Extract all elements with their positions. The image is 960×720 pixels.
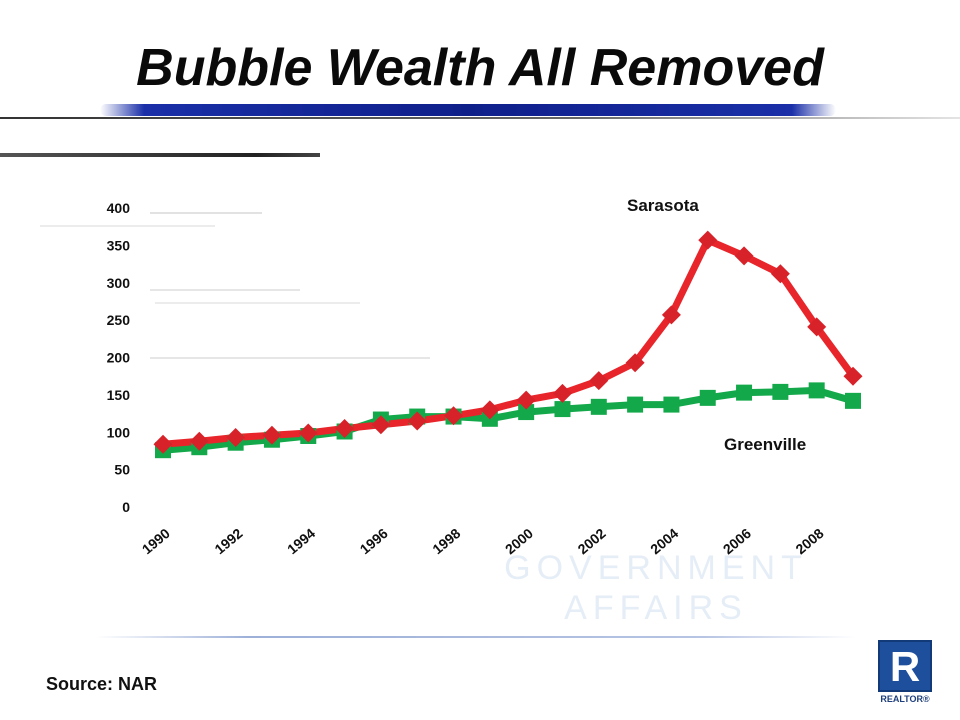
series-label-greenville: Greenville	[724, 435, 806, 454]
marker-greenville-2006	[736, 384, 753, 401]
title-underline-bar	[100, 104, 836, 116]
marker-sarasota-2007	[770, 264, 790, 284]
y-tick-label-350: 350	[107, 237, 131, 253]
marker-greenville-2002	[590, 398, 607, 415]
x-tick-label-1990: 1990	[139, 525, 173, 557]
marker-sarasota-1999	[480, 400, 500, 420]
top-divider-line	[0, 117, 960, 119]
x-tick-label-1996: 1996	[357, 525, 391, 557]
marker-sarasota-1990	[153, 434, 173, 454]
marker-greenville-2000	[518, 404, 535, 421]
series-label-sarasota: Sarasota	[627, 196, 699, 215]
marker-greenville-2004	[663, 396, 680, 413]
decorative-faint-lines	[40, 212, 430, 359]
marker-sarasota-2002	[589, 371, 609, 391]
marker-sarasota-1997	[407, 411, 427, 431]
marker-greenville-2005	[699, 389, 716, 406]
marker-sarasota-1998	[444, 406, 464, 426]
short-divider-line	[0, 153, 320, 157]
series-markers	[153, 230, 863, 459]
y-axis-ticks: 0 50 100 150 200 250 300 350 400	[107, 200, 131, 515]
realtor-logo-letter: R	[889, 643, 921, 690]
marker-sarasota-2005	[698, 230, 718, 250]
realtor-logo-text: REALTOR®	[880, 694, 930, 704]
x-tick-label-2000: 2000	[502, 525, 536, 557]
marker-sarasota-1993	[262, 425, 282, 445]
y-tick-label-100: 100	[107, 424, 131, 440]
marker-greenville-2008	[808, 382, 825, 399]
bottom-divider-line	[96, 636, 856, 638]
marker-sarasota-2009	[843, 366, 863, 386]
x-tick-label-1994: 1994	[284, 525, 318, 557]
slide-title: Bubble Wealth All Removed	[136, 39, 824, 97]
source-note: Source: NAR	[46, 674, 158, 694]
realtor-logo: R REALTOR®	[874, 640, 936, 706]
marker-greenville-2009	[845, 392, 861, 409]
y-tick-label-150: 150	[107, 387, 131, 403]
marker-sarasota-2008	[807, 317, 827, 337]
y-tick-label-0: 0	[122, 499, 130, 515]
marker-greenville-2007	[772, 383, 789, 400]
marker-sarasota-1994	[298, 423, 318, 443]
realtor-logo-box: R	[878, 640, 932, 692]
x-axis-ticks: 1990 1992 1994 1996 1998 2000 2002 2004 2006 2008	[139, 525, 827, 557]
x-tick-label-2002: 2002	[575, 525, 609, 557]
marker-sarasota-1995	[335, 419, 355, 439]
y-tick-label-200: 200	[107, 350, 131, 366]
x-tick-label-2008: 2008	[792, 525, 826, 557]
marker-sarasota-1996	[371, 415, 391, 435]
marker-sarasota-2001	[552, 383, 572, 403]
marker-greenville-2003	[627, 396, 644, 413]
government-affairs-watermark: GOVERNMENT AFFAIRS	[486, 548, 826, 628]
marker-sarasota-2003	[625, 353, 645, 373]
marker-sarasota-2000	[516, 390, 536, 410]
x-tick-label-1998: 1998	[429, 525, 463, 557]
y-tick-label-250: 250	[107, 312, 131, 328]
marker-sarasota-1992	[226, 427, 246, 447]
y-tick-label-50: 50	[114, 462, 130, 478]
x-tick-label-2006: 2006	[720, 525, 754, 557]
series-lines	[159, 236, 857, 454]
marker-sarasota-2006	[734, 246, 754, 266]
watermark-line-1: GOVERNMENT	[504, 549, 808, 587]
x-tick-label-1992: 1992	[211, 525, 245, 557]
marker-greenville-2001	[554, 401, 571, 418]
watermark-line-2: AFFAIRS	[564, 589, 748, 627]
x-tick-label-2004: 2004	[647, 525, 681, 557]
y-tick-label-300: 300	[107, 275, 131, 291]
marker-sarasota-1991	[189, 431, 209, 451]
y-tick-label-400: 400	[107, 200, 131, 216]
marker-sarasota-2004	[661, 305, 681, 325]
